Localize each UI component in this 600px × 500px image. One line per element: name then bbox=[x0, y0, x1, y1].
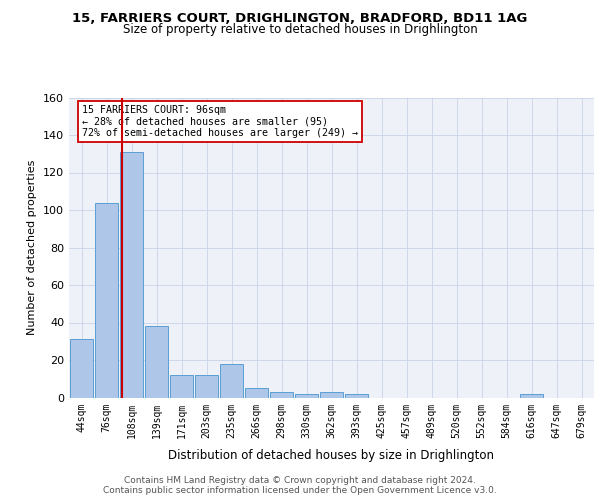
Text: Contains HM Land Registry data © Crown copyright and database right 2024.
Contai: Contains HM Land Registry data © Crown c… bbox=[103, 476, 497, 495]
Text: 15, FARRIERS COURT, DRIGHLINGTON, BRADFORD, BD11 1AG: 15, FARRIERS COURT, DRIGHLINGTON, BRADFO… bbox=[73, 12, 527, 26]
Bar bbox=[70, 340, 93, 398]
X-axis label: Distribution of detached houses by size in Drighlington: Distribution of detached houses by size … bbox=[169, 448, 494, 462]
Bar bbox=[520, 394, 543, 398]
Bar bbox=[220, 364, 243, 398]
Bar bbox=[120, 152, 143, 398]
Bar bbox=[145, 326, 168, 398]
Y-axis label: Number of detached properties: Number of detached properties bbox=[28, 160, 37, 335]
Bar bbox=[170, 375, 193, 398]
Bar bbox=[95, 202, 118, 398]
Bar bbox=[345, 394, 368, 398]
Bar bbox=[320, 392, 343, 398]
Bar bbox=[295, 394, 318, 398]
Text: 15 FARRIERS COURT: 96sqm
← 28% of detached houses are smaller (95)
72% of semi-d: 15 FARRIERS COURT: 96sqm ← 28% of detach… bbox=[82, 105, 358, 138]
Bar bbox=[270, 392, 293, 398]
Text: Size of property relative to detached houses in Drighlington: Size of property relative to detached ho… bbox=[122, 22, 478, 36]
Bar bbox=[195, 375, 218, 398]
Bar bbox=[245, 388, 268, 398]
